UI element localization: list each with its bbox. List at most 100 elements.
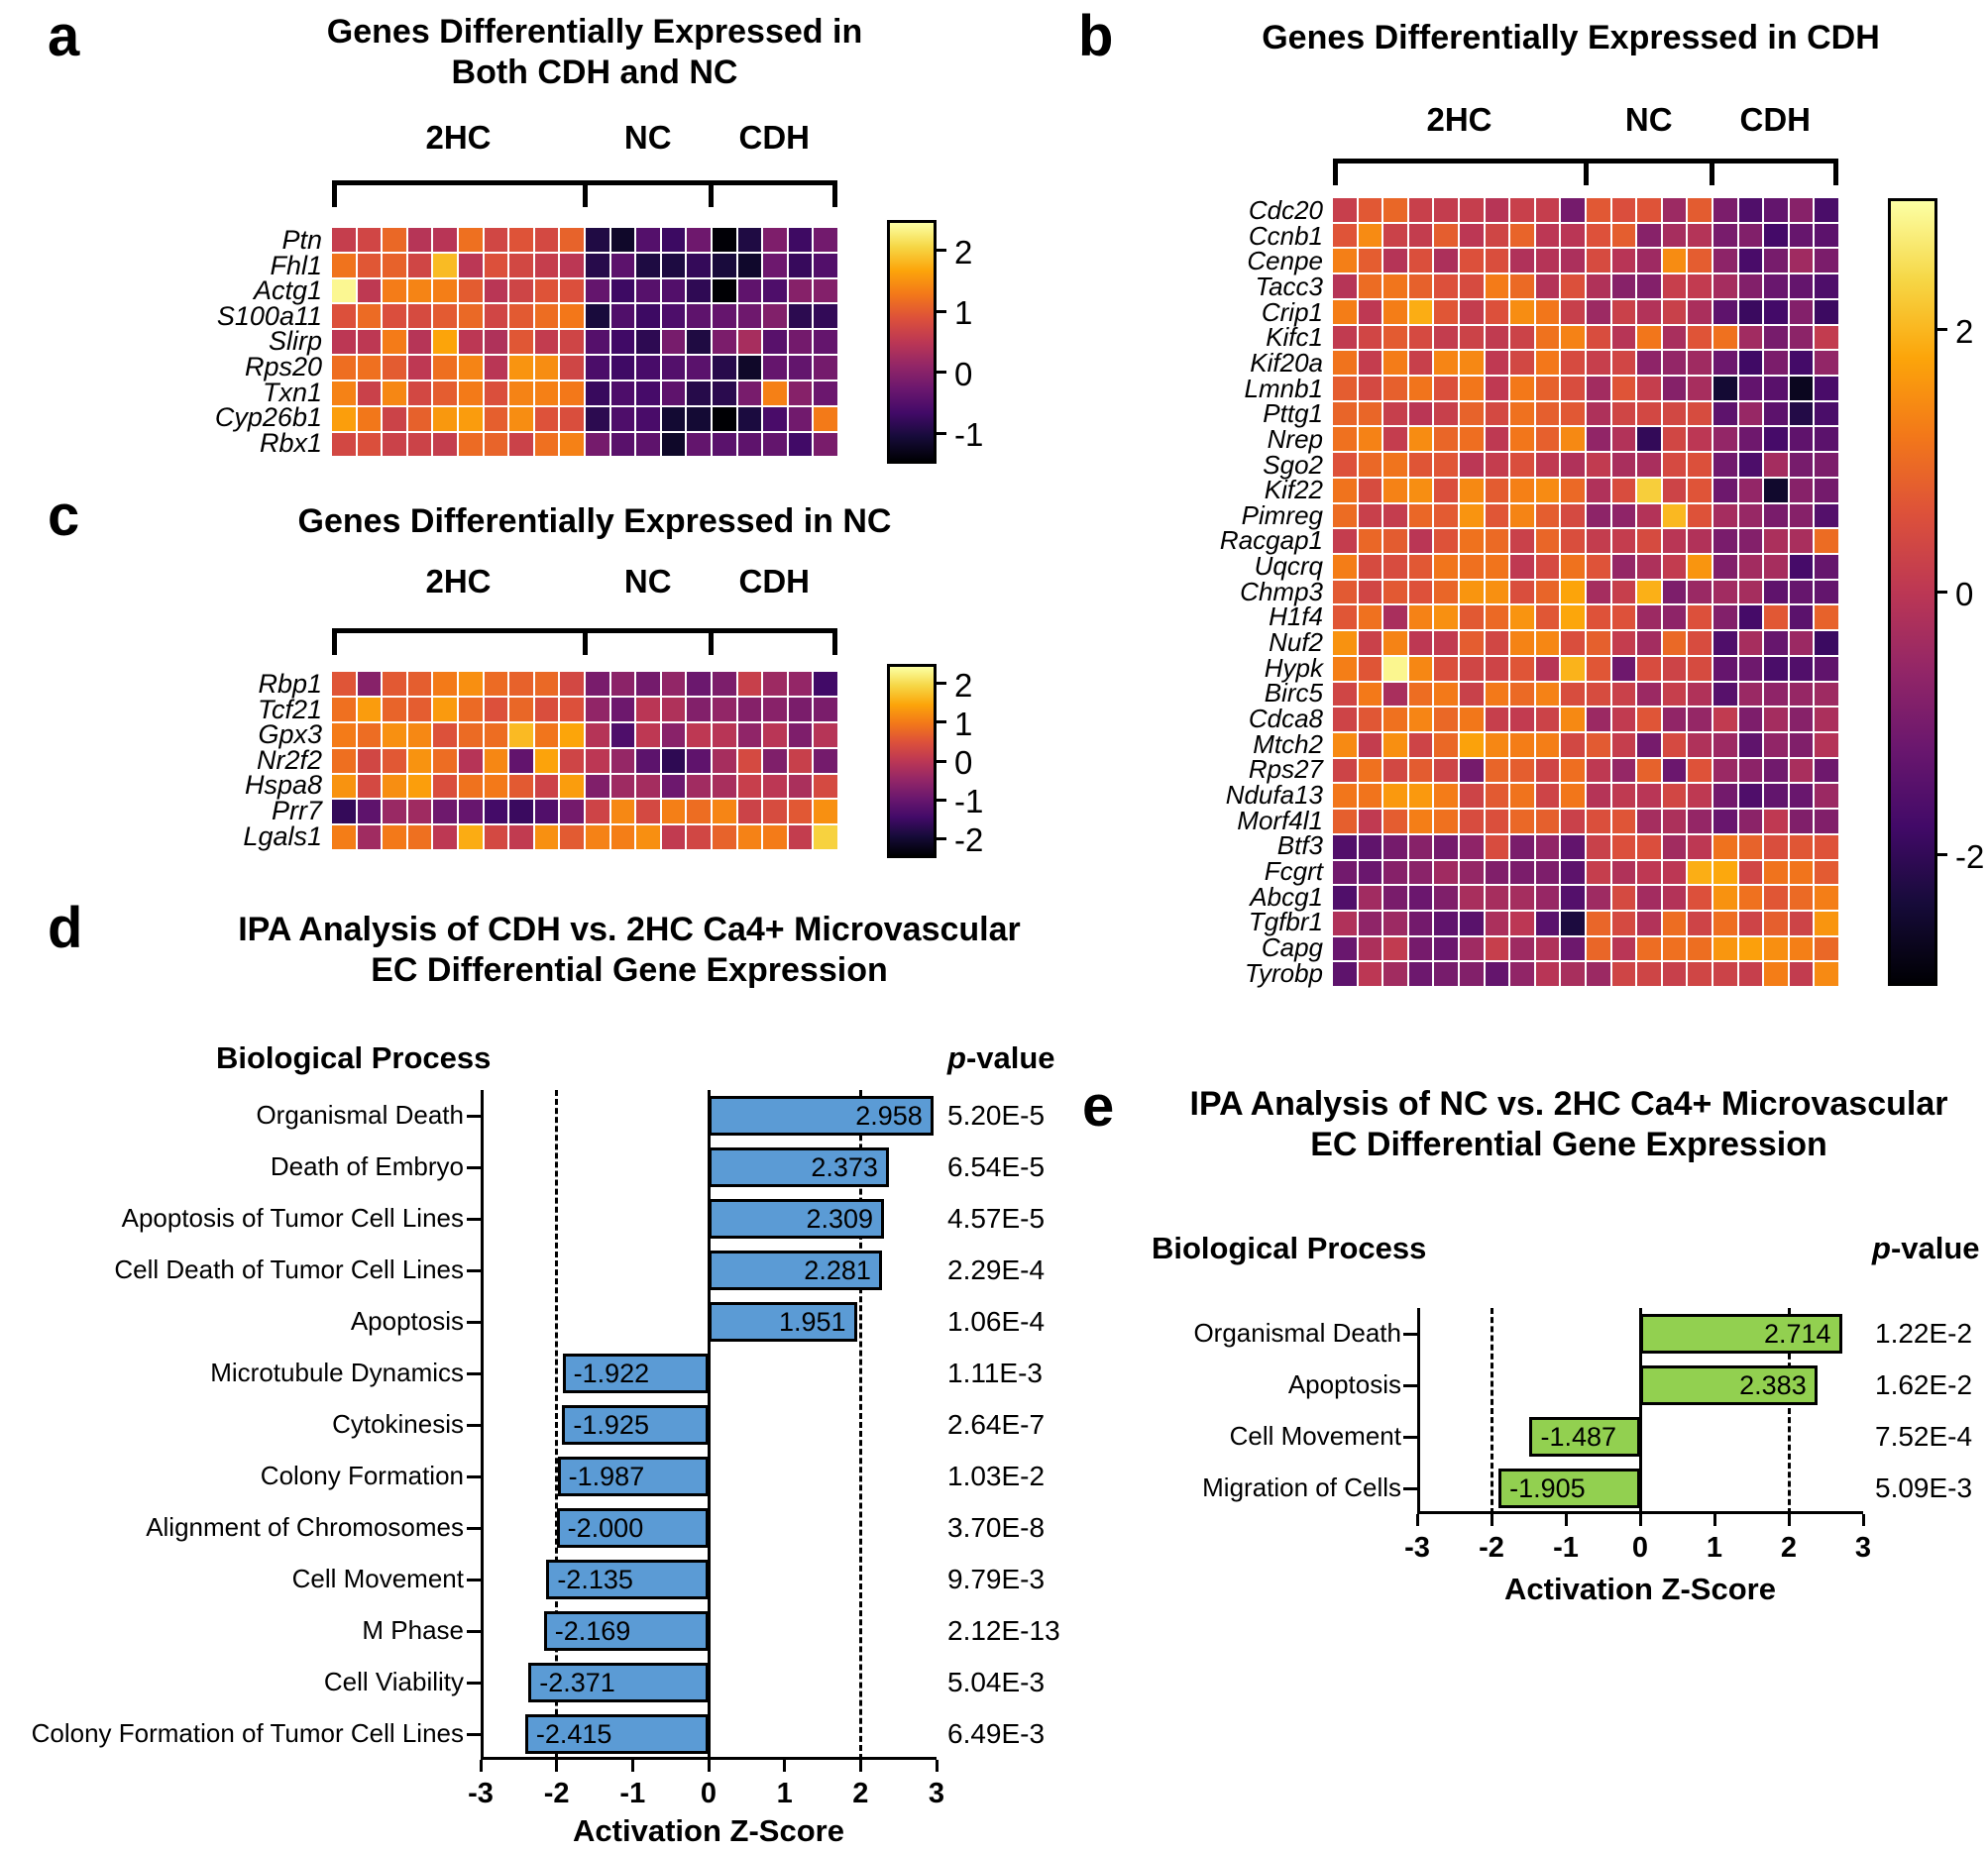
heatmap-cell bbox=[1764, 886, 1788, 910]
heatmap-cell bbox=[459, 330, 483, 355]
heatmap-cell bbox=[1587, 376, 1610, 400]
heatmap-cell bbox=[1688, 656, 1712, 681]
heatmap-cell bbox=[1611, 605, 1636, 630]
heatmap-cell bbox=[1485, 580, 1509, 604]
heatmap-cell bbox=[1408, 708, 1433, 731]
heatmap-cell bbox=[1535, 376, 1560, 400]
heatmap-cell bbox=[484, 800, 508, 824]
heatmap-cell bbox=[586, 330, 609, 355]
heatmap-cell bbox=[1611, 223, 1636, 248]
heatmap-cell bbox=[560, 228, 584, 252]
heatmap-cell bbox=[661, 672, 686, 696]
heatmap-cell bbox=[1333, 529, 1357, 553]
heatmap-cell bbox=[1535, 274, 1560, 298]
heatmap-cell bbox=[484, 406, 508, 431]
heatmap-cell bbox=[433, 228, 457, 252]
heatmap-cell bbox=[1587, 529, 1610, 553]
colorbar-tick bbox=[937, 759, 946, 763]
heatmap-cell bbox=[1383, 299, 1407, 324]
heatmap-cell bbox=[610, 672, 635, 696]
heatmap-cell bbox=[1662, 605, 1687, 630]
x-axis-tick bbox=[1712, 1514, 1716, 1526]
heatmap-cell bbox=[1815, 478, 1838, 502]
heatmap-cell bbox=[1460, 351, 1484, 375]
heatmap-cell bbox=[1764, 249, 1788, 273]
heatmap-cell bbox=[433, 748, 457, 773]
x-axis-tick-label: 2 bbox=[852, 1778, 869, 1809]
heatmap-cell bbox=[1662, 223, 1687, 248]
heatmap-cell bbox=[1434, 325, 1458, 350]
heatmap-cell bbox=[1333, 886, 1357, 910]
bar-value-label: -1.905 bbox=[1509, 1472, 1586, 1503]
heatmap-cell bbox=[332, 432, 356, 457]
heatmap-cell bbox=[1611, 810, 1636, 833]
heatmap-cell bbox=[1510, 427, 1534, 452]
heatmap-cell bbox=[509, 774, 533, 799]
heatmap-cell bbox=[1383, 325, 1407, 350]
heatmap-cell bbox=[1358, 478, 1382, 502]
heatmap-cell bbox=[1535, 503, 1560, 528]
heatmap-cell bbox=[636, 278, 660, 303]
heatmap-cell bbox=[1637, 732, 1661, 757]
row-tick bbox=[467, 1268, 481, 1272]
heatmap-cell bbox=[1637, 351, 1661, 375]
heatmap-cell bbox=[1815, 198, 1838, 222]
heatmap-cell bbox=[1738, 351, 1763, 375]
heatmap-cell bbox=[586, 406, 609, 431]
heatmap-cell bbox=[1637, 453, 1661, 477]
heatmap-cell bbox=[1815, 223, 1838, 248]
zero-line bbox=[1638, 1308, 1642, 1514]
heatmap-cell bbox=[459, 774, 483, 799]
heatmap-cell bbox=[1815, 682, 1838, 707]
heatmap-cell bbox=[1408, 376, 1433, 400]
heatmap-cell bbox=[459, 825, 483, 850]
heatmap-cell bbox=[509, 228, 533, 252]
heatmap-cell bbox=[636, 406, 660, 431]
heatmap-cell bbox=[560, 253, 584, 277]
heatmap-cell bbox=[1561, 631, 1585, 655]
heatmap-cell bbox=[1764, 580, 1788, 604]
heatmap-cell bbox=[1611, 198, 1636, 222]
heatmap-cell bbox=[586, 672, 609, 696]
heatmap-cell bbox=[509, 722, 533, 747]
process-row-label: Alignment of Chromosomes bbox=[146, 1512, 464, 1542]
heatmap-cell bbox=[814, 432, 837, 457]
bar-value-label: -2.169 bbox=[554, 1615, 631, 1646]
heatmap-cell bbox=[509, 748, 533, 773]
heatmap-cell bbox=[1713, 223, 1737, 248]
heatmap-cell bbox=[1383, 223, 1407, 248]
heatmap-cell bbox=[1434, 708, 1458, 731]
panel-e-title-line2: EC Differential Gene Expression bbox=[1310, 1126, 1827, 1164]
heatmap-cell bbox=[713, 800, 736, 824]
heatmap-cell bbox=[1408, 274, 1433, 298]
heatmap-cell bbox=[433, 825, 457, 850]
row-tick bbox=[467, 1629, 481, 1633]
heatmap-cell bbox=[1358, 223, 1382, 248]
heatmap-cell bbox=[1815, 529, 1838, 553]
heatmap-cell bbox=[1611, 478, 1636, 502]
gene-row-label: Tgfbr1 bbox=[1248, 907, 1323, 937]
heatmap-cell bbox=[1789, 860, 1814, 885]
colorbar bbox=[887, 220, 937, 464]
heatmap-cell bbox=[357, 253, 382, 277]
column-group-label: NC bbox=[1624, 101, 1673, 138]
x-axis-tick bbox=[707, 1760, 711, 1772]
heatmap-cell bbox=[1434, 784, 1458, 809]
heatmap-cell bbox=[1611, 580, 1636, 604]
heatmap-cell bbox=[1587, 478, 1610, 502]
heatmap-cell bbox=[763, 356, 787, 380]
heatmap-cell bbox=[1535, 834, 1560, 859]
x-axis-tick-label: -2 bbox=[1479, 1532, 1504, 1564]
heatmap-cell bbox=[1815, 325, 1838, 350]
heatmap-cell bbox=[814, 800, 837, 824]
heatmap-cell bbox=[332, 278, 356, 303]
heatmap-cell bbox=[1535, 936, 1560, 961]
heatmap-cell bbox=[763, 800, 787, 824]
panel-e-pvalue-header-rest: -value bbox=[1890, 1231, 1980, 1265]
heatmap-cell bbox=[383, 825, 406, 850]
heatmap-cell bbox=[383, 406, 406, 431]
heatmap-cell bbox=[1358, 580, 1382, 604]
x-axis-tick bbox=[630, 1760, 634, 1772]
heatmap-cell bbox=[484, 697, 508, 721]
heatmap-cell bbox=[1510, 223, 1534, 248]
